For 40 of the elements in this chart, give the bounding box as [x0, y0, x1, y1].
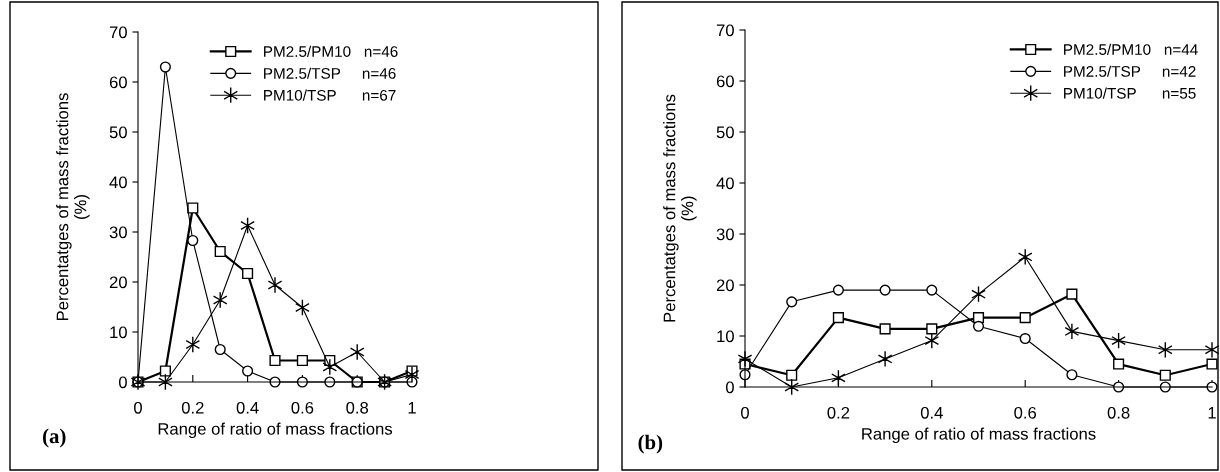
y-axis-title: Percentatges of mass fractions (%) — [663, 94, 697, 322]
y-axis-title: Percentatges of mass fractions (%) — [56, 93, 90, 321]
legend-label: PM2.5/PM10 n=46 — [264, 45, 398, 57]
legend-label: PM2.5/PM10 n=44 — [1064, 43, 1198, 55]
y-tick-label: 50 — [716, 126, 734, 139]
legend-label: PM10/TSP n=55 — [1064, 87, 1196, 99]
x-tick-label: 1 — [1208, 407, 1216, 419]
x-axis-title: Range of ratio of mass fractions — [862, 427, 1096, 444]
x-tick-label: 1 — [408, 402, 416, 414]
y-tick-label: 0 — [725, 381, 734, 394]
x-tick-label: 0.4 — [236, 401, 259, 414]
y-tick-label: 50 — [109, 126, 127, 139]
legend-label: PM2.5/TSP n=46 — [264, 67, 396, 79]
x-tick-label: 0.6 — [1014, 406, 1037, 419]
legend-label: PM2.5/TSP n=42 — [1064, 65, 1196, 77]
y-tick-label: 20 — [716, 279, 734, 292]
x-tick-label: 0.6 — [291, 401, 314, 414]
text: (a) — [43, 428, 66, 448]
x-tick-label: 0.4 — [920, 406, 943, 419]
x-tick-label: 0 — [741, 406, 749, 419]
legend-label: PM10/TSP n=67 — [264, 89, 396, 101]
x-tick-label: 0.2 — [181, 401, 204, 414]
y-tick-label: 10 — [717, 330, 734, 343]
y-tick-label: 40 — [109, 176, 127, 189]
y-tick-label: 30 — [716, 228, 734, 241]
y-tick-label: 60 — [109, 76, 127, 89]
x-tick-label: 0.8 — [1107, 406, 1130, 419]
y-tick-label: 40 — [716, 177, 734, 190]
y-tick-label: 20 — [109, 276, 127, 289]
y-tick-label: 30 — [109, 226, 127, 239]
x-tick-label: 0.2 — [827, 406, 850, 419]
x-axis-title: Range of ratio of mass fractions — [158, 422, 393, 439]
y-tick-label: 70 — [109, 26, 127, 39]
y-tick-label: 10 — [110, 326, 127, 339]
x-tick-label: 0 — [134, 401, 142, 414]
y-tick-label: 60 — [716, 75, 734, 88]
x-tick-label: 0.8 — [346, 401, 369, 414]
y-tick-label: 0 — [118, 376, 127, 389]
y-tick-label: 70 — [716, 24, 734, 37]
text: (b) — [638, 434, 663, 454]
